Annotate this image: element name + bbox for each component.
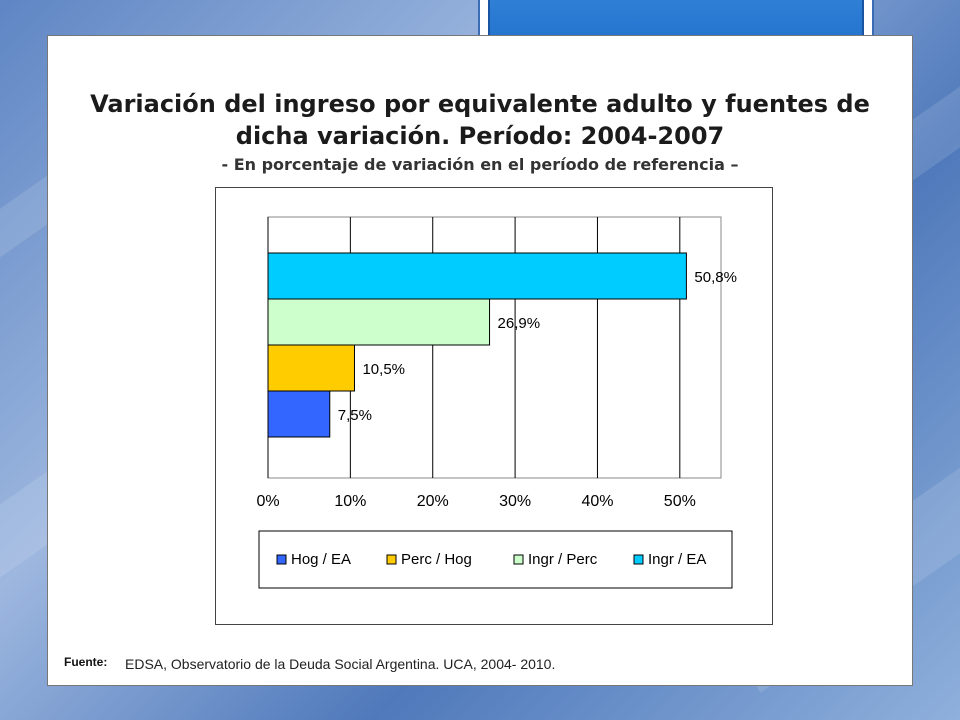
- x-tick-label: 20%: [417, 493, 449, 510]
- legend-label: Hog / EA: [291, 551, 351, 568]
- legend-swatch: [633, 554, 644, 565]
- x-tick-label: 0%: [256, 493, 279, 510]
- bar-chart: 0% 10% 20% 30% 40% 50% 50,8% 26,9% 10,5% 7,5% Hog …: [256, 216, 737, 589]
- legend-label: Perc / Hog: [401, 551, 472, 568]
- x-tick-label: 40%: [581, 493, 613, 510]
- bar: [267, 344, 355, 392]
- data-label: 7,5%: [338, 407, 372, 424]
- legend-label: Ingr / Perc: [528, 551, 598, 568]
- x-tick-label: 30%: [499, 493, 531, 510]
- x-tick-label: 10%: [334, 493, 366, 510]
- data-label: 10,5%: [362, 361, 405, 378]
- legend-label: Ingr / EA: [648, 551, 706, 568]
- slide-content: Variación del ingreso por equivalente ad…: [47, 35, 913, 686]
- legend-box: [258, 530, 733, 589]
- page-title-line-2: dicha variación. Período: 2004-2007: [235, 122, 725, 150]
- source-label: Fuente:: [64, 655, 108, 669]
- chart-frame: 0% 10% 20% 30% 40% 50% 50,8% 26,9% 10,5% 7,5% Hog …: [215, 187, 773, 625]
- bar: [267, 252, 687, 300]
- data-label: 26,9%: [498, 315, 541, 332]
- legend-swatch: [513, 554, 524, 565]
- bar: [267, 298, 491, 346]
- page-subtitle: - En porcentaje de variación en el perío…: [221, 155, 739, 174]
- page-title-line-1: Variación del ingreso por equivalente ad…: [90, 90, 870, 118]
- source-text: EDSA, Observatorio de la Deuda Social Ar…: [125, 656, 556, 672]
- legend-swatch: [276, 554, 287, 565]
- legend-swatch: [386, 554, 397, 565]
- bar: [267, 390, 331, 438]
- x-tick-label: 50%: [664, 493, 696, 510]
- data-label: 50,8%: [694, 269, 737, 286]
